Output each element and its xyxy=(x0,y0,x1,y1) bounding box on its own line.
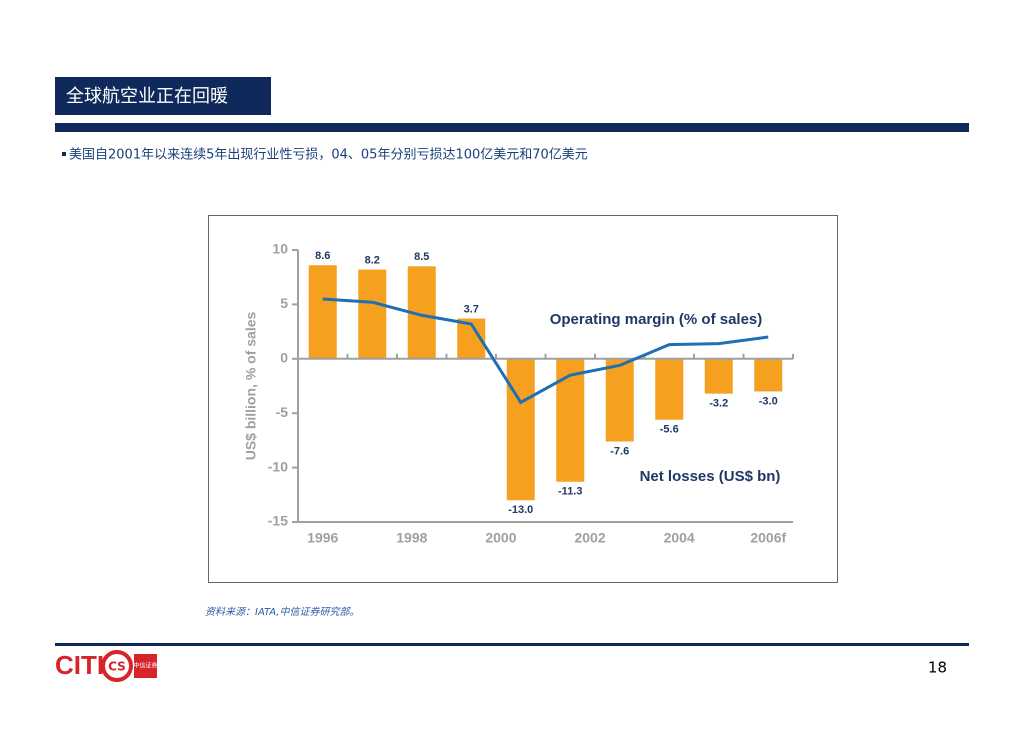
x-tick-label: 1996 xyxy=(307,530,338,546)
bullet-mark xyxy=(62,152,66,156)
bar-label: 8.5 xyxy=(414,251,429,263)
title-rule xyxy=(55,123,969,132)
logo-circle-text: CS xyxy=(108,660,126,674)
bar xyxy=(754,358,783,392)
logo-chinese: 中信证券 xyxy=(133,662,157,670)
bar-label: -5.6 xyxy=(660,424,679,436)
y-tick-label: 0 xyxy=(280,350,288,366)
bar xyxy=(556,358,585,482)
annotation: Net losses (US$ bn) xyxy=(640,468,781,485)
annotation: Operating margin (% of sales) xyxy=(550,311,763,328)
y-tick-label: -15 xyxy=(268,513,288,529)
bar-label: 8.2 xyxy=(365,254,380,266)
bar-label: -3.2 xyxy=(709,398,728,410)
y-tick-label: 10 xyxy=(272,241,288,257)
x-tick-label: 1998 xyxy=(396,530,427,546)
x-tick-label: 2002 xyxy=(574,530,605,546)
bar-label: 8.6 xyxy=(315,250,330,262)
bar xyxy=(506,358,535,501)
slide-title: 全球航空业正在回暖 xyxy=(66,86,228,107)
bar xyxy=(704,358,733,394)
x-tick-label: 2004 xyxy=(664,530,695,546)
x-tick-label: 2006f xyxy=(750,530,786,546)
source: 资料来源：IATA,中信证券研究部。 xyxy=(205,606,359,618)
margin-line xyxy=(322,297,769,405)
page-number: 18 xyxy=(928,659,947,677)
bar-label: -3.0 xyxy=(759,395,778,407)
logo-circle xyxy=(101,650,133,682)
y-tick-label: 5 xyxy=(280,295,288,311)
footer-rule xyxy=(55,643,969,646)
bar-label: -11.3 xyxy=(558,486,582,498)
logo-text: CITI xyxy=(55,650,104,680)
y-axis-label: US$ billion, % of sales xyxy=(243,311,259,460)
title-box xyxy=(55,77,271,115)
bar xyxy=(605,358,634,442)
bar xyxy=(308,265,337,359)
bar xyxy=(358,269,387,359)
x-tick-label: 2000 xyxy=(485,530,516,546)
bar xyxy=(655,358,684,420)
y-tick-label: -10 xyxy=(268,458,288,474)
y-tick-label: -5 xyxy=(276,404,289,420)
bar-label: -13.0 xyxy=(508,504,533,516)
bullet-text: 美国自2001年以来连续5年出现行业性亏损，04、05年分别亏损达100亿美元和… xyxy=(69,147,588,163)
chart: 8.6 8.2 8.5 3.7 -13.0 -11.3 -7.6 -5.6 -3.2 -3.0 -1… xyxy=(243,241,794,546)
logo-box xyxy=(134,654,157,678)
bar-label: -7.6 xyxy=(610,445,629,457)
bar-label: 3.7 xyxy=(464,303,479,315)
